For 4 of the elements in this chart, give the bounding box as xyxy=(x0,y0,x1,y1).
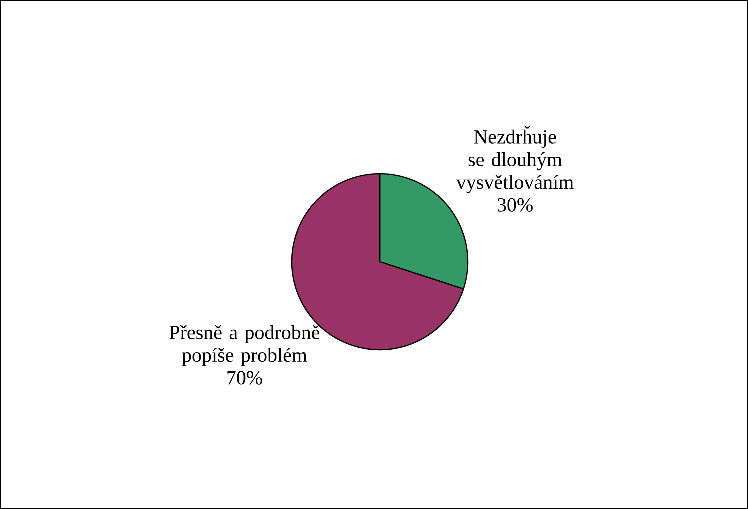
slice-label: Nezdrȟuje se dlouhým vysvětlováním xyxy=(456,126,574,194)
data-label: 30% xyxy=(498,198,533,212)
data-label: 70% xyxy=(228,371,262,385)
slice-label: Přesně a podrobně popíše problém xyxy=(170,325,320,366)
